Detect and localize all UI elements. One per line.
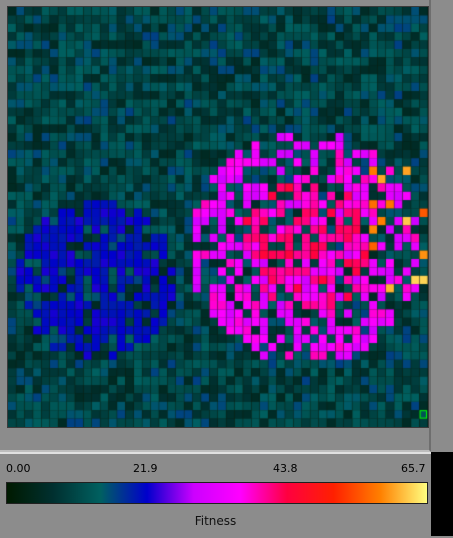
fitness-colorbar <box>6 482 428 504</box>
fitness-legend: 0.00 21.9 43.8 65.7 Fitness <box>0 452 431 538</box>
legend-tick-1: 21.9 <box>133 462 158 475</box>
black-strip <box>431 452 453 536</box>
legend-tick-max: 65.7 <box>401 462 426 475</box>
fitness-heatmap[interactable] <box>8 7 428 427</box>
population-grid[interactable] <box>7 6 429 428</box>
panel-spacer <box>431 0 453 452</box>
legend-tick-2: 43.8 <box>273 462 298 475</box>
legend-label: Fitness <box>0 514 431 528</box>
legend-tick-min: 0.00 <box>6 462 31 475</box>
population-grid-panel <box>0 0 431 452</box>
